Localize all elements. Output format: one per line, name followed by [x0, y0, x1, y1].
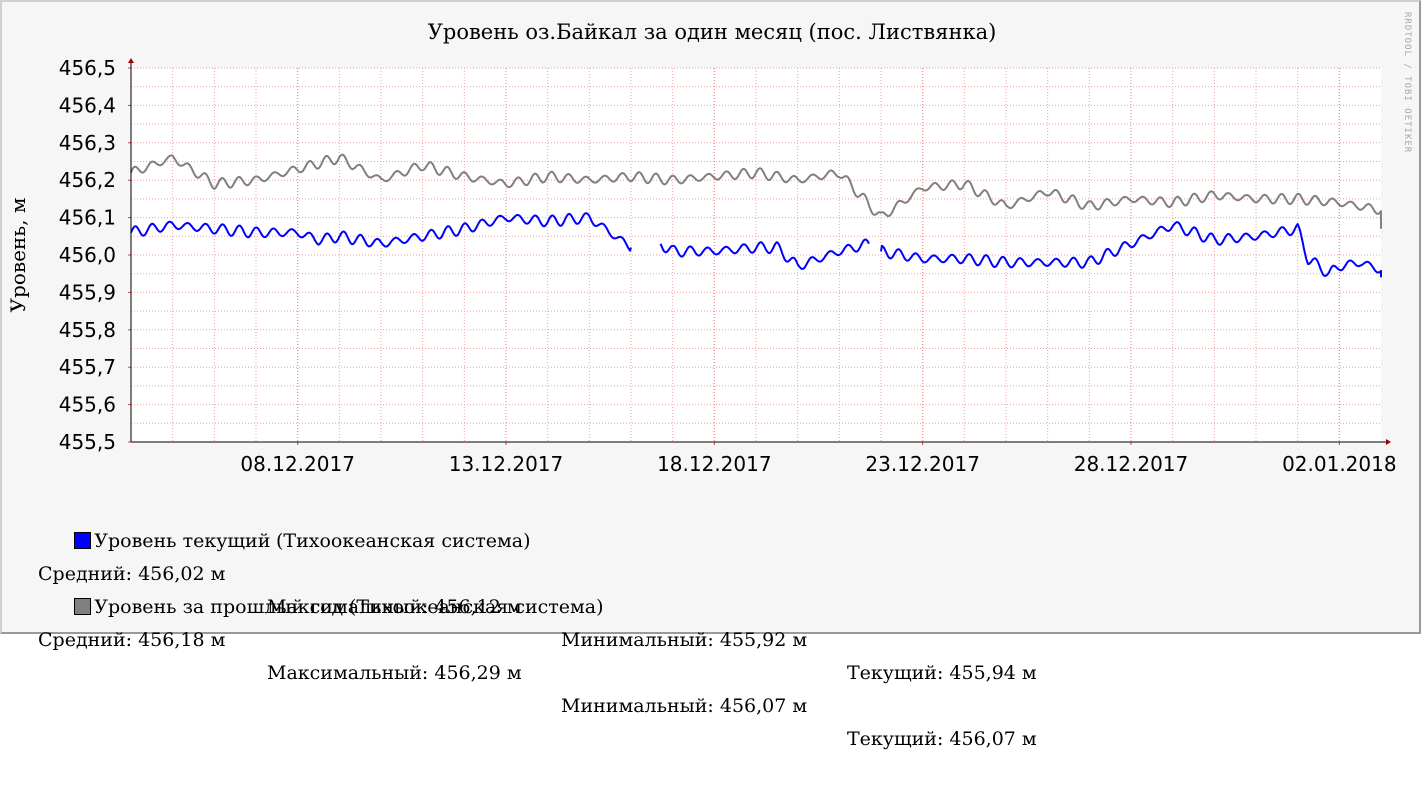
legend-system-current: (Тихоокеанская система): [276, 530, 531, 552]
y-tick-label: 456,4: [59, 93, 116, 117]
watermark: RRDTOOL / TOBI OETIKER: [1402, 12, 1412, 153]
legend-label-lastyear: Уровень за прошлый год: [94, 596, 344, 618]
y-tick-label: 455,9: [59, 280, 116, 304]
legend-entry-current: Уровень текущий (Тихоокеанская система): [38, 492, 531, 552]
series-lines: [130, 153, 1382, 278]
y-axis-label: Уровень, м: [6, 198, 30, 313]
legend-swatch-lastyear: [74, 598, 92, 615]
stat-min-current: Минимальный: 455,92 м: [561, 629, 808, 651]
chart-title: Уровень оз.Байкал за один месяц (пос. Ли…: [428, 20, 997, 44]
legend-system-lastyear: (Тихоокеанская система): [349, 596, 604, 618]
y-tick-label: 456,3: [59, 131, 116, 155]
y-tick-label: 455,6: [59, 393, 116, 417]
y-tick-label: 456,1: [59, 206, 116, 230]
legend-stats-lastyear: Средний: 456,18 м Максимальный: 456,29 м…: [38, 591, 1037, 750]
y-tick-label: 455,8: [59, 318, 116, 342]
x-tick-label: 08.12.2017: [240, 452, 355, 476]
y-tick-label: 455,5: [59, 430, 116, 454]
x-tick-label: 28.12.2017: [1074, 452, 1189, 476]
chart-frame: Уровень оз.Байкал за один месяц (пос. Ли…: [0, 0, 1421, 750]
x-axis-ticks: 08.12.2017 13.12.2017 18.12.2017 23.12.2017…: [240, 68, 1397, 476]
series-line-current: [880, 221, 1382, 278]
y-tick-label: 455,7: [59, 355, 116, 379]
stat-avg-current: Средний: 456,02 м: [38, 563, 226, 585]
x-tick-label: 18.12.2017: [657, 452, 772, 476]
x-tick-label: 02.01.2018: [1282, 452, 1397, 476]
y-tick-label: 456,2: [59, 168, 116, 192]
stat-min-lastyear: Минимальный: 456,07 м: [561, 695, 808, 717]
legend-swatch-current: [74, 532, 92, 549]
legend-label-current: Уровень текущий: [94, 530, 271, 552]
legend-stats-current: Средний: 456,02 м Максимальный: 456,12 м…: [38, 525, 1037, 684]
stat-avg-lastyear: Средний: 456,18 м: [38, 629, 226, 651]
chart-canvas: Уровень оз.Байкал за один месяц (пос. Ли…: [6, 12, 1412, 476]
axes: [128, 58, 1391, 445]
stat-now-lastyear: Текущий: 456,07 м: [847, 728, 1037, 750]
legend: Уровень текущий (Тихоокеанская система) С…: [38, 492, 1037, 750]
legend-entry-lastyear: Уровень за прошлый год (Тихоокеанская сис…: [38, 558, 604, 618]
series-line-lastyear: [130, 153, 1382, 229]
x-tick-label: 23.12.2017: [865, 452, 980, 476]
stat-max-lastyear: Максимальный: 456,29 м: [267, 662, 522, 684]
x-axis-arrow: [1386, 439, 1391, 445]
series-line-current: [659, 238, 870, 270]
y-tick-label: 456,0: [59, 243, 116, 267]
stat-now-current: Текущий: 455,94 м: [847, 662, 1037, 684]
x-tick-label: 13.12.2017: [449, 452, 564, 476]
y-tick-label: 456,5: [59, 56, 116, 80]
y-axis-arrow: [128, 58, 134, 63]
stat-max-current: Максимальный: 456,12 м: [267, 596, 522, 618]
series-line-current: [130, 212, 632, 252]
